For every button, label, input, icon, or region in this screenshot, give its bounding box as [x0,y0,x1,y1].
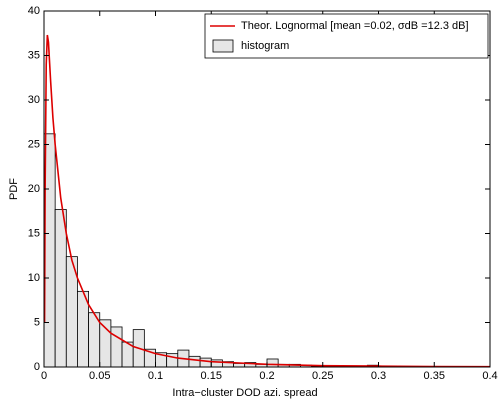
y-tick-label: 0 [34,361,40,373]
x-tick-label: 0.25 [312,370,333,382]
legend: Theor. Lognormal [mean =0.02, σdB =12.3 … [205,14,488,58]
legend-swatch [213,40,233,52]
legend-label: histogram [241,40,289,52]
y-tick-label: 35 [28,49,40,61]
histogram-bar [55,209,66,367]
x-tick-label: 0.4 [482,370,497,382]
histogram-bar [200,358,211,367]
y-tick-label: 30 [28,94,40,106]
y-tick-label: 5 [34,316,40,328]
y-tick-label: 20 [28,183,40,195]
histogram-bar [267,359,278,367]
x-tick-label: 0.05 [89,370,110,382]
x-tick-label: 0 [41,370,47,382]
x-tick-label: 0.35 [424,370,445,382]
y-axis-label: PDF [8,178,20,200]
histogram-bar [111,327,122,367]
legend-label: Theor. Lognormal [mean =0.02, σdB =12.3 … [241,20,469,32]
plot-frame [44,11,490,367]
y-tick-label: 10 [28,272,40,284]
y-tick-label: 15 [28,227,40,239]
x-axis-label: Intra−cluster DOD azi. spread [172,387,317,399]
y-tick-label: 40 [28,5,40,17]
pdf-curve [45,35,490,367]
x-tick-label: 0.2 [259,370,274,382]
histogram-bar [189,356,200,367]
x-tick-label: 0.3 [371,370,386,382]
x-tick-label: 0.1 [148,370,163,382]
y-tick-label: 25 [28,138,40,150]
x-tick-label: 0.15 [201,370,222,382]
